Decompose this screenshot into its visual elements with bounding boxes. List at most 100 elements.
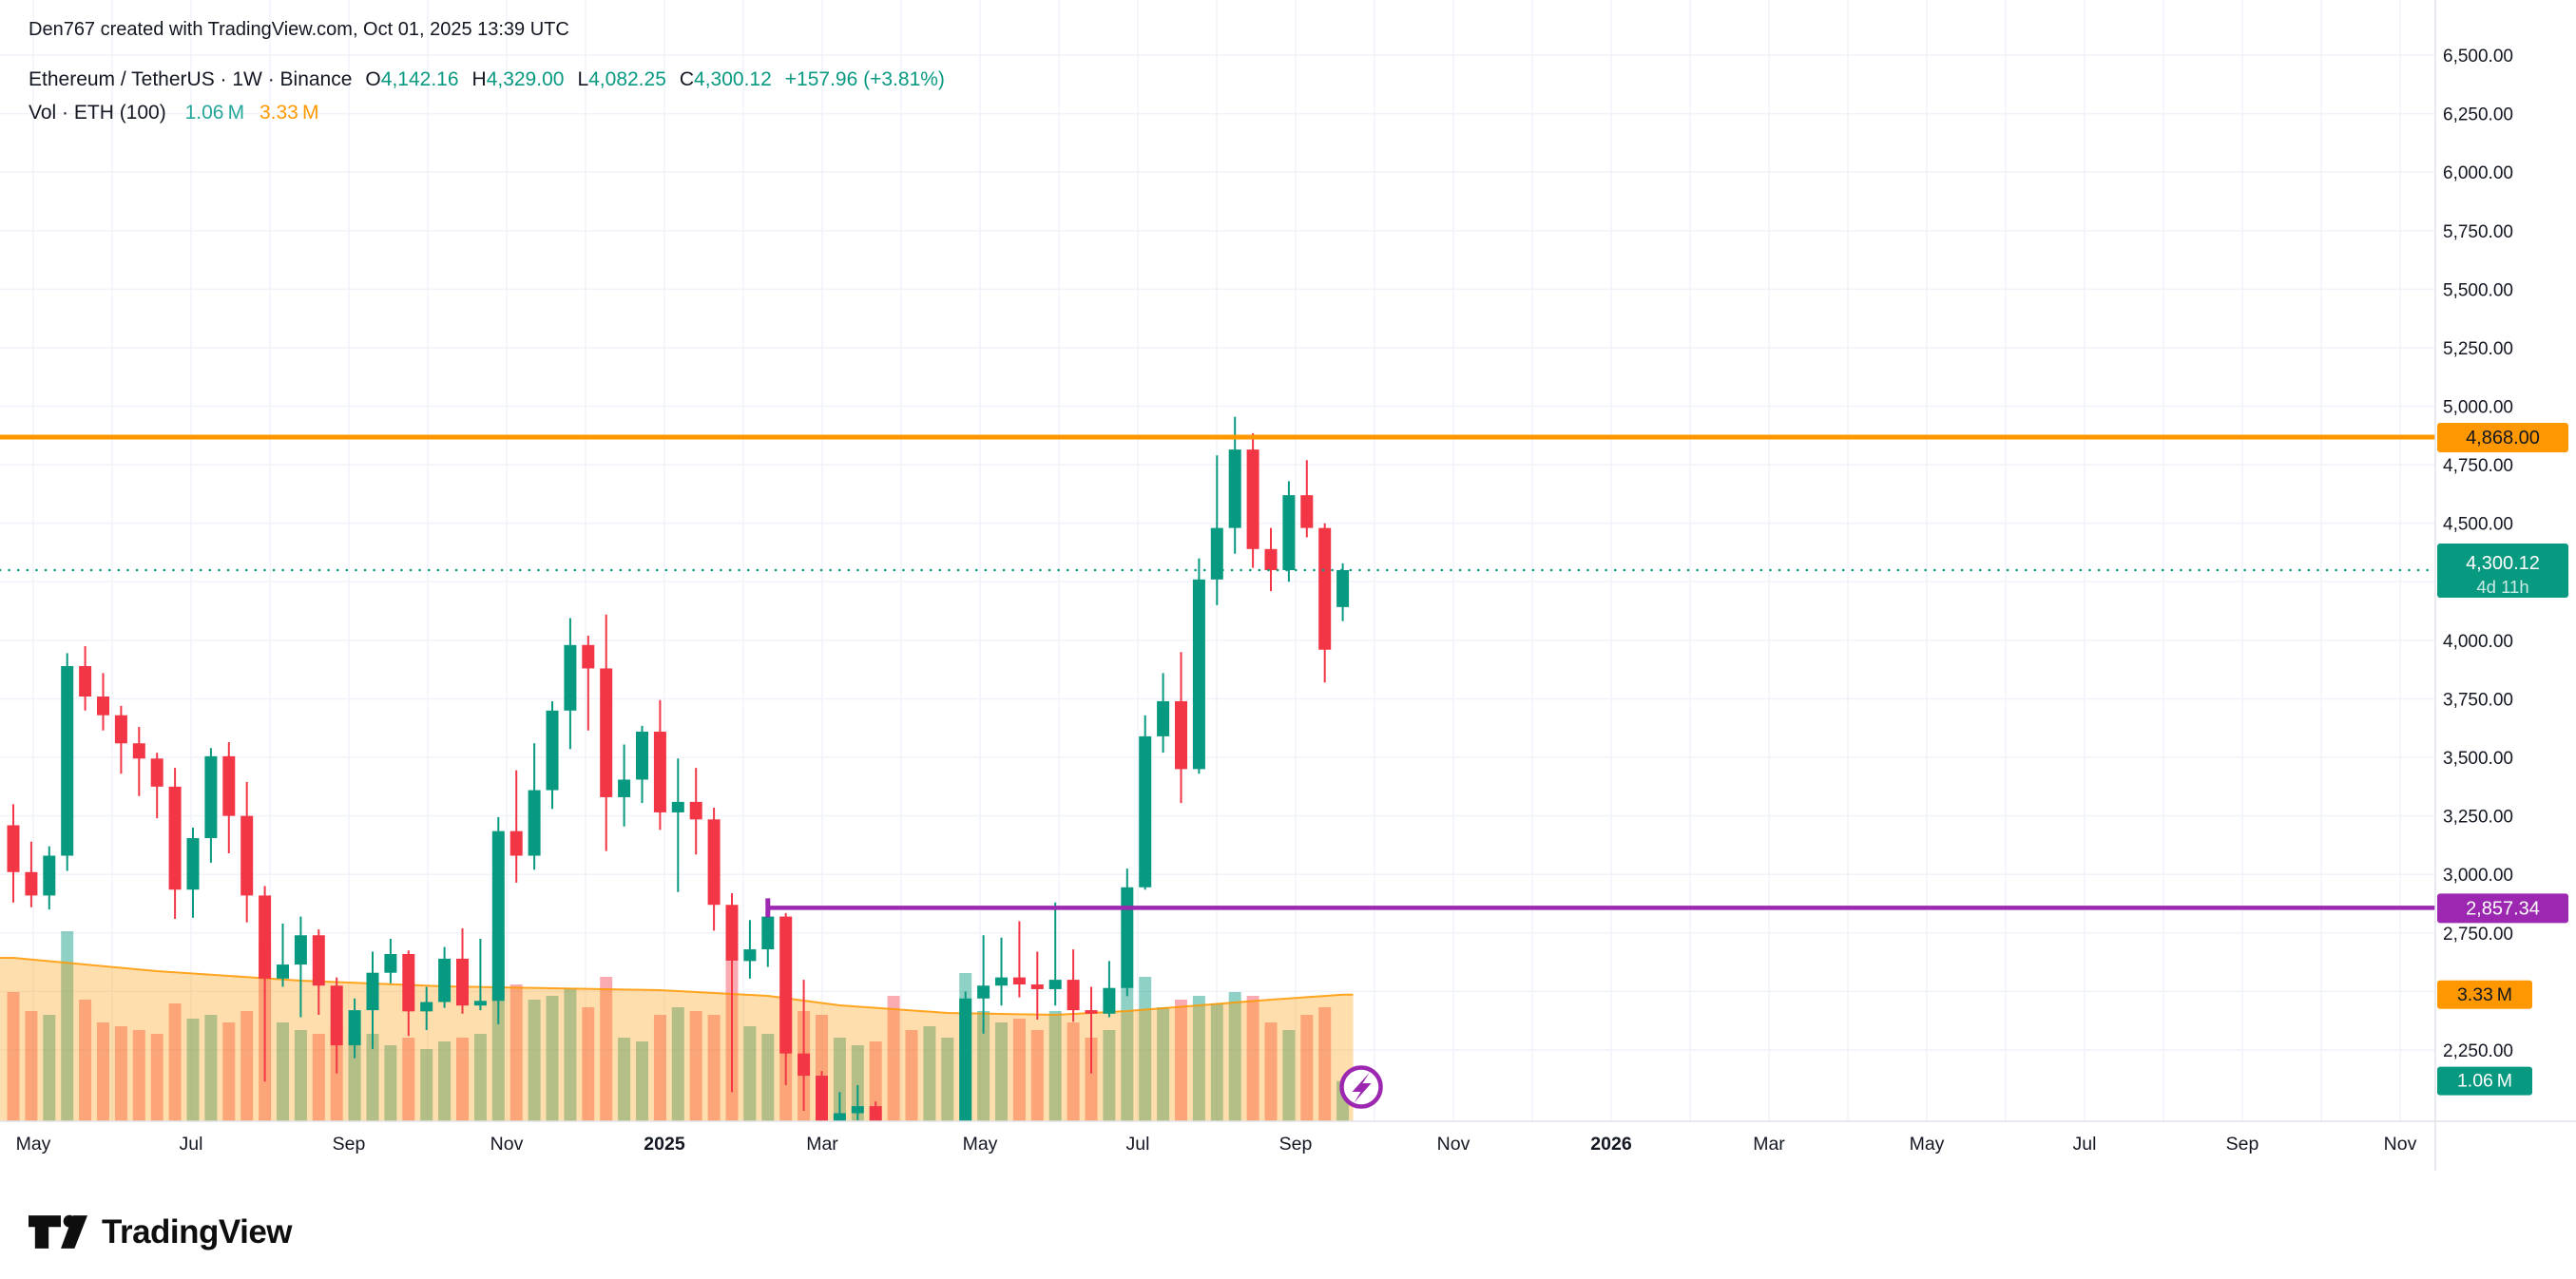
volume-bar [348, 1038, 361, 1121]
volume-bar [186, 1019, 200, 1121]
volume-current-badge [2437, 1066, 2532, 1096]
price-tick-label[interactable]: 3,500.00 [2443, 749, 2513, 769]
resistance-price-badge [2437, 423, 2568, 453]
price-tick-label[interactable]: 6,000.00 [2443, 163, 2513, 183]
volume-bar [995, 1022, 1008, 1121]
time-axis-panel[interactable] [0, 1121, 2435, 1279]
candle-body [114, 715, 127, 744]
candle-body [1246, 449, 1259, 549]
candle-body [689, 801, 702, 820]
time-axis-label[interactable]: 2025 [644, 1134, 685, 1155]
attribution-text: Den767 created with TradingView.com, Oct… [29, 19, 569, 40]
price-tick-label[interactable]: 5,750.00 [2443, 222, 2513, 242]
price-tick-label[interactable]: 4,750.00 [2443, 456, 2513, 476]
price-tick-label[interactable]: 3,000.00 [2443, 866, 2513, 886]
candle-body [312, 935, 325, 986]
price-tick-label[interactable]: 3,250.00 [2443, 808, 2513, 828]
candle-body [995, 977, 1008, 986]
resistance-price-badge-label: 4,868.00 [2466, 428, 2540, 449]
time-axis-label[interactable]: Jul [180, 1134, 203, 1155]
candle-body [582, 644, 595, 669]
candle-body [1030, 984, 1044, 989]
volume-bar [1175, 1000, 1187, 1121]
candle-body [618, 779, 631, 797]
time-axis-label[interactable]: Nov [1437, 1134, 1471, 1155]
price-tick-label[interactable]: 5,250.00 [2443, 339, 2513, 359]
volume-bar [150, 1034, 163, 1121]
candle-body [168, 786, 182, 890]
candle-body [456, 958, 469, 1006]
time-axis-label[interactable]: May [16, 1134, 51, 1155]
time-axis-label[interactable]: Mar [1753, 1134, 1785, 1155]
time-axis-label[interactable]: May [1910, 1134, 1945, 1155]
candle-body [977, 985, 990, 999]
current-price-badge [2437, 543, 2568, 598]
volume-bar [1139, 977, 1152, 1121]
volume-bar [222, 1022, 236, 1121]
volume-bar [1121, 984, 1134, 1121]
volume-bar [707, 1015, 721, 1121]
time-axis-label[interactable]: Sep [1279, 1134, 1313, 1155]
time-axis-label[interactable]: Nov [2384, 1134, 2417, 1155]
candle-body [473, 1001, 487, 1006]
time-axis-label[interactable]: Jul [1126, 1134, 1150, 1155]
price-tick-label[interactable]: 5,500.00 [2443, 280, 2513, 300]
volume-bar [330, 1026, 343, 1121]
tradingview-logo[interactable]: TradingView [29, 1210, 293, 1254]
candle-body [1282, 495, 1296, 570]
candle-body [294, 935, 307, 965]
volume-bar [1210, 1003, 1223, 1121]
price-axis-panel[interactable] [2435, 0, 2576, 1279]
volume-bar [240, 1011, 254, 1121]
time-axis-label[interactable]: Sep [2226, 1134, 2259, 1155]
candle-body [25, 871, 38, 896]
volume-current-value: 1.06 M [184, 102, 245, 124]
price-tick-label[interactable]: 2,750.00 [2443, 925, 2513, 945]
price-tick-label[interactable]: 6,250.00 [2443, 105, 2513, 125]
time-axis-label[interactable]: Jul [2073, 1134, 2097, 1155]
price-tick-label[interactable]: 4,500.00 [2443, 515, 2513, 535]
candle-body [150, 758, 163, 787]
candle-body [509, 830, 523, 856]
price-tick-label[interactable]: 2,250.00 [2443, 1041, 2513, 1061]
candle-body [653, 731, 666, 812]
price-tick-label[interactable]: 5,000.00 [2443, 398, 2513, 418]
volume-bar [1030, 1030, 1044, 1121]
candle-body [851, 1106, 864, 1114]
volume-bar [366, 1034, 379, 1121]
support-price-badge-label: 2,857.34 [2466, 898, 2540, 919]
candle-body [1175, 700, 1187, 770]
candle-body [259, 895, 272, 979]
volume-bar [1318, 1007, 1332, 1121]
time-axis-label[interactable]: Mar [806, 1134, 838, 1155]
ohlc-token-L: L4,082.25 [577, 68, 666, 90]
volume-bar [851, 1045, 864, 1121]
volume-bar [7, 992, 20, 1121]
price-tick-label[interactable]: 6,500.00 [2443, 47, 2513, 67]
candle-body [402, 953, 415, 1012]
candle-body [222, 755, 236, 816]
ohlc-token-O: O4,142.16 [365, 68, 459, 90]
candle-body [1318, 527, 1332, 650]
candle-body [348, 1010, 361, 1046]
time-axis-label[interactable]: Nov [490, 1134, 524, 1155]
tradingview-logo-text: TradingView [102, 1212, 293, 1250]
time-axis-label[interactable]: 2026 [1590, 1134, 1632, 1155]
volume-bar [923, 1026, 936, 1121]
price-tick-label[interactable]: 4,000.00 [2443, 632, 2513, 652]
volume-bar [1085, 1038, 1098, 1121]
volume-bar [384, 1045, 397, 1121]
price-tick-label[interactable]: 3,750.00 [2443, 690, 2513, 710]
volume-bar [79, 1000, 92, 1121]
candle-body [798, 1053, 811, 1077]
volume-legend-label: Vol · ETH (100) [29, 102, 166, 124]
volume-bar [618, 1038, 631, 1121]
candle-body [1228, 449, 1241, 528]
time-axis-label[interactable]: May [963, 1134, 998, 1155]
volume-bar [636, 1041, 648, 1121]
support-line-anchor[interactable] [765, 898, 771, 918]
volume-bar [1282, 1030, 1296, 1121]
time-axis-label[interactable]: Sep [333, 1134, 366, 1155]
